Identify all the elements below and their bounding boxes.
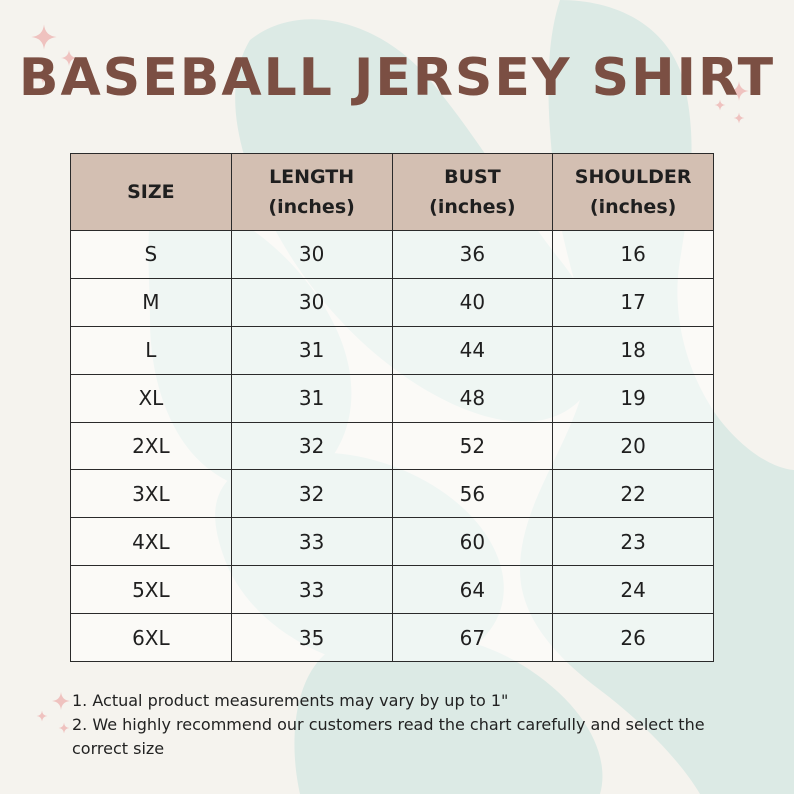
sparkle-icon <box>36 710 48 722</box>
size-cell: 5XL <box>70 565 232 614</box>
header-unit: (inches) <box>268 196 355 218</box>
length-cell: 33 <box>230 517 393 567</box>
bust-cell: 44 <box>391 325 554 375</box>
size-chart-table: SIZE LENGTH (inches) BUST (inches) SHOUL… <box>70 153 714 662</box>
table-row: 5XL 33 64 24 <box>70 565 714 614</box>
table-row: 6XL 35 67 26 <box>70 613 714 662</box>
bust-cell: 36 <box>391 230 554 279</box>
header-bust: BUST (inches) <box>391 153 554 231</box>
shoulder-cell: 26 <box>552 613 714 662</box>
note-item: 1. Actual product measurements may vary … <box>72 691 509 710</box>
shoulder-cell: 24 <box>552 565 714 614</box>
size-cell: S <box>70 230 232 279</box>
shoulder-cell: 23 <box>552 517 714 567</box>
length-cell: 30 <box>230 277 393 327</box>
sparkle-icon <box>714 99 726 111</box>
table-row: 4XL 33 60 23 <box>70 517 714 567</box>
length-cell: 31 <box>230 325 393 375</box>
size-cell: 3XL <box>70 469 232 519</box>
background-blob <box>294 632 603 794</box>
sparkle-icon <box>733 112 745 124</box>
bust-cell: 64 <box>391 565 554 614</box>
shoulder-cell: 19 <box>552 373 714 423</box>
length-cell: 30 <box>230 230 393 279</box>
sparkle-icon <box>60 49 78 67</box>
sparkle-icon <box>729 81 749 101</box>
size-cell: 4XL <box>70 517 232 567</box>
shoulder-cell: 22 <box>552 469 714 519</box>
table-header-row: SIZE LENGTH (inches) BUST (inches) SHOUL… <box>70 153 714 231</box>
header-label: LENGTH <box>269 166 355 188</box>
bust-cell: 56 <box>391 469 554 519</box>
page-title: BASEBALL JERSEY SHIRT <box>18 48 776 108</box>
note-item: 2. We highly recommend our customers rea… <box>72 715 705 758</box>
sparkle-icon <box>58 722 70 734</box>
bust-cell: 60 <box>391 517 554 567</box>
header-label: BUST <box>444 166 501 188</box>
header-unit: (inches) <box>589 196 677 218</box>
size-cell: L <box>70 325 232 375</box>
table-row: XL 31 48 19 <box>70 373 714 423</box>
shoulder-cell: 20 <box>552 421 714 471</box>
size-cell: M <box>70 277 232 327</box>
header-shoulder: SHOULDER (inches) <box>552 153 714 231</box>
header-label: SHOULDER <box>574 166 692 188</box>
shoulder-cell: 18 <box>552 325 714 375</box>
notes: 1. Actual product measurements may vary … <box>72 689 762 761</box>
shoulder-cell: 17 <box>552 277 714 327</box>
length-cell: 33 <box>230 565 393 614</box>
size-cell: 6XL <box>70 613 232 662</box>
table-row: 2XL 32 52 20 <box>70 421 714 471</box>
header-label: SIZE <box>127 181 175 203</box>
size-cell: 2XL <box>70 421 232 471</box>
table-row: M 30 40 17 <box>70 277 714 327</box>
table-row: 3XL 32 56 22 <box>70 469 714 519</box>
length-cell: 35 <box>230 613 393 662</box>
header-size: SIZE <box>70 153 232 231</box>
header-unit: (inches) <box>429 196 516 218</box>
table-row: S 30 36 16 <box>70 230 714 279</box>
bust-cell: 67 <box>391 613 554 662</box>
sparkle-icon <box>34 67 52 85</box>
length-cell: 32 <box>230 421 393 471</box>
shoulder-cell: 16 <box>552 230 714 279</box>
bust-cell: 48 <box>391 373 554 423</box>
length-cell: 32 <box>230 469 393 519</box>
sparkle-icon <box>31 24 57 50</box>
bust-cell: 40 <box>391 277 554 327</box>
sparkle-icon <box>52 692 70 710</box>
length-cell: 31 <box>230 373 393 423</box>
table-row: L 31 44 18 <box>70 325 714 375</box>
header-length: LENGTH (inches) <box>230 153 393 231</box>
bust-cell: 52 <box>391 421 554 471</box>
size-cell: XL <box>70 373 232 423</box>
